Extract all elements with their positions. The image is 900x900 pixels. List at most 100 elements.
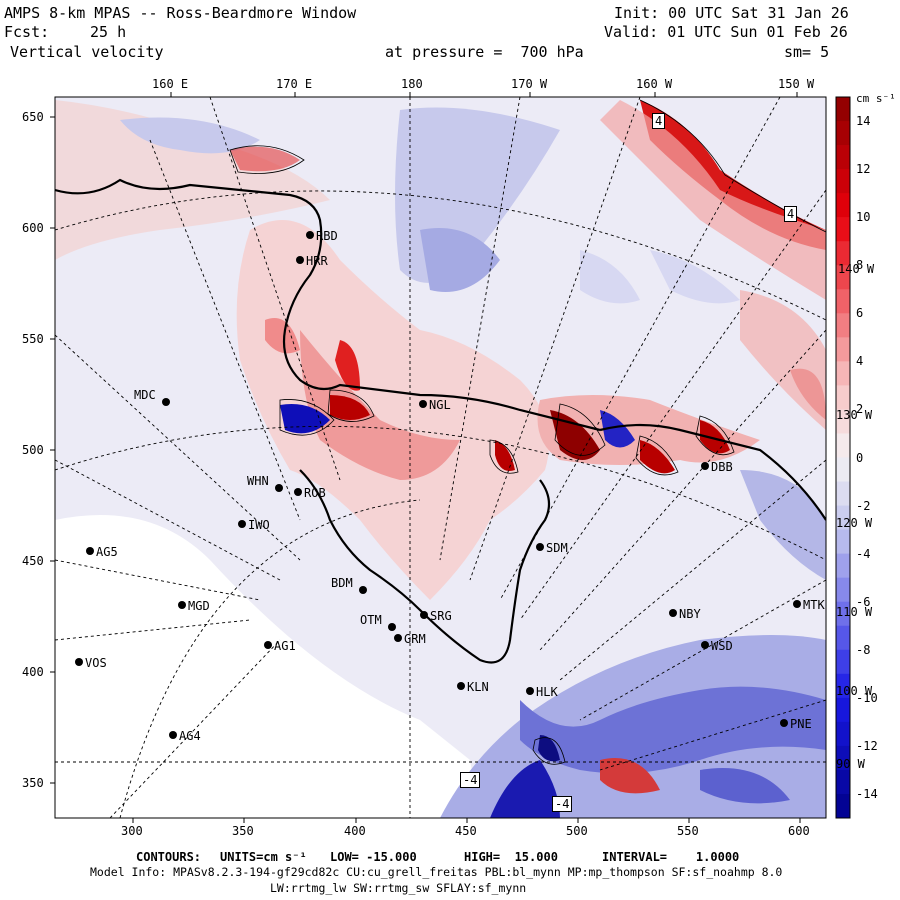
station-label: IWO <box>248 518 270 532</box>
station-label: OTM <box>360 613 382 627</box>
footer-high: HIGH= 15.000 <box>464 850 558 864</box>
station-label: MDC <box>134 388 156 402</box>
colorbar-tick-label: -8 <box>856 642 871 657</box>
overlay-lon-label: 120 W <box>836 516 873 530</box>
colorbar-band <box>836 193 850 218</box>
station-label: MGD <box>188 599 210 613</box>
colorbar-band <box>836 337 850 362</box>
y-axis-label: 500 <box>22 443 44 457</box>
colorbar-tick-label: -10 <box>856 690 878 705</box>
footer-contours-label: CONTOURS: <box>136 850 202 864</box>
station-label: WSD <box>711 639 733 653</box>
colorbar-tick-label: -6 <box>856 594 871 609</box>
colorbar-tick-label: 2 <box>856 402 864 417</box>
colorbar-tick-label: -4 <box>856 546 871 561</box>
station-label: HRR <box>306 254 328 268</box>
top-lon-label: 160 E <box>152 77 189 91</box>
colorbar-band <box>836 97 850 122</box>
strong-negative-region <box>280 404 330 434</box>
contour-value-box: 4 <box>784 206 798 222</box>
station-marker <box>294 488 302 496</box>
station-marker <box>178 601 186 609</box>
valid-time: Valid: 01 UTC Sun 01 Feb 26 <box>604 23 848 41</box>
colorbar-band <box>836 601 850 627</box>
overlay-lon-label: 140 W <box>838 262 875 276</box>
init-time: Init: 00 UTC Sat 31 Jan 26 <box>614 4 849 22</box>
strong-positive-region <box>640 440 675 474</box>
positive-region <box>236 220 550 600</box>
field-name: Vertical velocity <box>10 43 164 61</box>
colorbar-band <box>836 241 850 266</box>
colorbar-band <box>836 433 850 458</box>
colorbar-tick-label: 8 <box>856 258 864 273</box>
smoothing-value: sm= 5 <box>784 43 830 61</box>
negative-region <box>520 686 826 774</box>
station-marker <box>306 231 314 239</box>
colorbar-tick-label: -14 <box>856 786 878 801</box>
station-label: AG1 <box>274 639 296 653</box>
colorbar-band <box>836 385 850 410</box>
colorbar-tick-label: -12 <box>856 738 878 753</box>
negative-region <box>120 117 260 154</box>
station-marker <box>780 719 788 727</box>
station-marker <box>669 609 677 617</box>
station-label: BDM <box>331 576 353 590</box>
colorbar-band <box>836 409 850 434</box>
positive-region <box>300 330 460 480</box>
y-axis-label: 400 <box>22 665 44 679</box>
station-marker <box>275 484 283 492</box>
station-label: AG5 <box>96 545 118 559</box>
station-marker <box>162 398 170 406</box>
forecast-label: Fcst: <box>4 23 50 41</box>
footer-low: LOW= -15.000 <box>330 850 417 864</box>
strong-negative-region <box>600 410 635 448</box>
x-axis-label: 600 <box>788 824 810 838</box>
y-axis-label: 350 <box>22 776 44 790</box>
colorbar-band <box>836 577 850 603</box>
colorbar-tick-label: -2 <box>856 498 871 513</box>
station-marker <box>169 731 177 739</box>
footer-units: UNITS=cm s⁻¹ <box>220 850 307 864</box>
coastline <box>55 178 826 664</box>
colorbar-band <box>836 793 850 819</box>
station-marker <box>536 543 544 551</box>
station-label: SDM <box>546 541 568 555</box>
colorbar-band <box>836 145 850 170</box>
overlay-lon-label: 100 W <box>836 684 873 698</box>
x-axis-label: 400 <box>344 824 366 838</box>
x-axis-label: 550 <box>677 824 699 838</box>
overlay-lon-label: 90 W <box>836 757 865 771</box>
station-label: DBB <box>711 460 733 474</box>
colorbar-tick-label: 6 <box>856 306 864 321</box>
negative-region <box>740 470 826 580</box>
station-label: PNE <box>790 717 812 731</box>
contour-value-box: 4 <box>652 113 666 129</box>
station-label: RBD <box>316 229 338 243</box>
negative-region <box>420 228 500 292</box>
colorbar-band <box>836 745 850 771</box>
colorbar-tick-label: 4 <box>856 354 864 369</box>
negative-region <box>700 768 790 804</box>
overlay-lon-label: 110 W <box>836 605 873 619</box>
colorbar-band <box>836 625 850 651</box>
station-marker <box>457 682 465 690</box>
strong-positive-region <box>700 420 730 454</box>
station-label: GRM <box>404 632 426 646</box>
positive-region <box>740 290 826 430</box>
top-lon-label: 150 W <box>778 77 815 91</box>
graticule <box>55 97 826 818</box>
contour-lines <box>229 99 826 765</box>
top-lon-label: 160 W <box>636 77 673 91</box>
strong-negative-region <box>538 735 560 762</box>
x-axis-label: 350 <box>232 824 254 838</box>
colorbar-frame <box>835 96 851 819</box>
colorbar-band <box>836 673 850 699</box>
station-marker <box>264 641 272 649</box>
station-label: VOS <box>85 656 107 670</box>
outside-domain <box>55 515 480 818</box>
station-marker <box>793 600 801 608</box>
y-axis-label: 650 <box>22 110 44 124</box>
colorbar-unit: cm s⁻¹ <box>856 92 896 105</box>
x-axis-label: 500 <box>566 824 588 838</box>
